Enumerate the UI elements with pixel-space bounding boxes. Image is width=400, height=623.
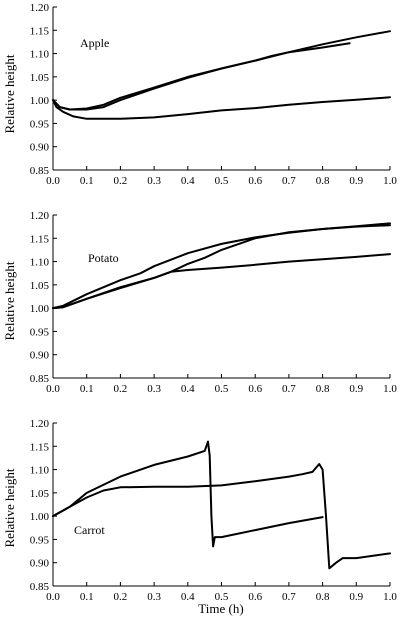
y-tick-label: 0.90	[30, 558, 50, 570]
x-tick-label: 0.2	[114, 175, 128, 187]
y-tick-label: 0.85	[30, 581, 50, 593]
chart-panel-carrot: Carrot Relative height 0.85 0.90 0.95 1.00 1…	[2, 418, 397, 603]
y-tick-label: 0.95	[30, 118, 50, 130]
chart-panel-apple: Apple Relative height 0.85 0.90 0.95 1.00 1.…	[2, 2, 397, 187]
y-tick-label: 1.15	[30, 441, 50, 453]
series-line-carrot-2	[52, 463, 391, 570]
x-tick-label: 0.7	[282, 175, 296, 187]
y-tick-label: 1.00	[30, 303, 50, 315]
y-axis-label-apple: Relative height	[2, 54, 17, 133]
chart-panel-potato: Potato Relative height 0.85 0.90 0.95 1.00 1…	[2, 210, 397, 395]
y-tick-label: 1.20	[30, 2, 50, 14]
x-tick-label: 0.1	[80, 591, 94, 603]
panel-label-carrot: Carrot	[74, 523, 105, 537]
x-tick-label: 0.6	[248, 175, 262, 187]
x-tick-label: 0.5	[215, 383, 229, 395]
y-tick-label: 1.05	[30, 488, 50, 500]
x-tick-label: 0.3	[147, 383, 161, 395]
x-tick-label: 0.5	[215, 591, 229, 603]
x-tick-label: 0.7	[282, 383, 296, 395]
x-tick-label: 0.0	[46, 383, 60, 395]
x-tick-label: 0.7	[282, 591, 296, 603]
y-axis-label-carrot: Relative height	[2, 468, 17, 547]
x-tick-label: 0.5	[215, 175, 229, 187]
y-tick-label: 1.00	[30, 511, 50, 523]
y-tick-label: 0.90	[30, 142, 50, 154]
y-tick-label: 1.05	[30, 280, 50, 292]
y-tick-label: 1.15	[30, 233, 50, 245]
x-tick-label: 0.2	[114, 591, 128, 603]
y-tick-label: 1.20	[30, 210, 50, 222]
x-tick-label: 0.9	[349, 591, 363, 603]
x-tick-label: 0.3	[147, 591, 161, 603]
x-tick-label: 0.8	[316, 383, 330, 395]
x-tick-label: 0.0	[46, 591, 60, 603]
x-tick-label: 0.0	[46, 175, 60, 187]
panel-label-potato: Potato	[88, 251, 119, 265]
x-tick-label: 0.9	[349, 175, 363, 187]
x-tick-label: 0.8	[316, 591, 330, 603]
y-tick-label: 1.20	[30, 418, 50, 430]
series-line-potato-3	[52, 253, 391, 310]
x-tick-label: 0.2	[114, 383, 128, 395]
x-tick-label: 1.0	[383, 383, 397, 395]
y-tick-label: 0.85	[30, 165, 50, 177]
y-axis-label-potato: Relative height	[2, 261, 17, 340]
y-tick-label: 0.85	[30, 373, 50, 385]
y-tick-label: 1.15	[30, 25, 50, 37]
x-tick-label: 0.1	[80, 175, 94, 187]
y-tick-label: 0.90	[30, 350, 50, 362]
y-tick-label: 0.95	[30, 534, 50, 546]
y-tick-label: 1.00	[30, 95, 50, 107]
y-tick-label: 1.10	[30, 49, 50, 61]
x-tick-label: 0.6	[248, 591, 262, 603]
series-line-potato-1	[52, 222, 391, 310]
x-tick-label: 0.1	[80, 383, 94, 395]
series-line-apple-3	[52, 96, 391, 120]
y-tick-label: 1.05	[30, 72, 50, 84]
x-axis-label: Time (h)	[198, 601, 243, 616]
x-tick-label: 0.8	[316, 175, 330, 187]
x-tick-label: 0.6	[248, 383, 262, 395]
series-line-apple-2	[52, 42, 351, 111]
y-tick-label: 0.95	[30, 326, 50, 338]
x-tick-label: 1.0	[383, 591, 397, 603]
x-tick-label: 0.9	[349, 383, 363, 395]
y-tick-label: 1.10	[30, 257, 50, 269]
series-line-carrot-1	[52, 440, 324, 548]
x-tick-label: 0.3	[147, 175, 161, 187]
x-tick-label: 0.4	[181, 591, 195, 603]
x-tick-label: 1.0	[383, 175, 397, 187]
x-tick-label: 0.4	[181, 175, 195, 187]
y-tick-label: 1.10	[30, 465, 50, 477]
panel-label-apple: Apple	[80, 36, 109, 50]
x-tick-label: 0.4	[181, 383, 195, 395]
